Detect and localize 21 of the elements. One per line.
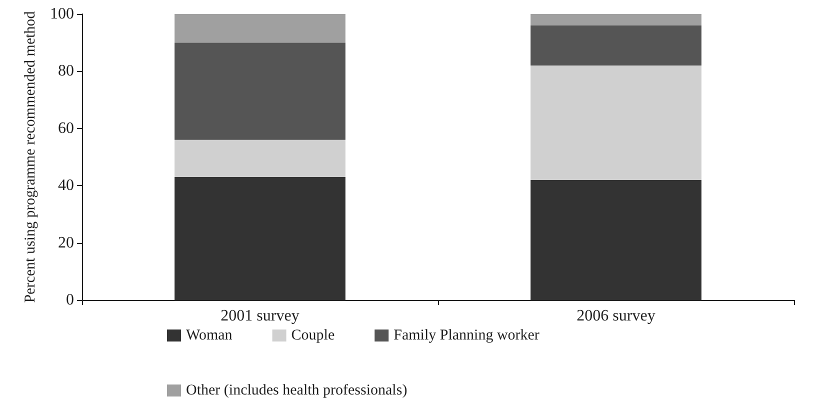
legend-label: Couple: [291, 328, 335, 344]
x-tick-label: 2001 survey: [220, 308, 300, 324]
y-tick-label: 100: [50, 6, 74, 22]
legend-label: Woman: [186, 328, 233, 344]
y-tick-label: 0: [66, 292, 74, 308]
bar: [530, 180, 702, 300]
bar: [530, 65, 702, 180]
bar: [530, 25, 702, 66]
legend-label: Other (includes health professionals): [186, 382, 408, 398]
x-tick-label: 2006 survey: [576, 308, 656, 324]
bar: [174, 140, 346, 178]
bar: [174, 42, 346, 140]
y-tick-label: 40: [58, 177, 74, 194]
bar: [530, 14, 702, 26]
y-tick-label: 20: [58, 234, 74, 252]
bar: [174, 177, 346, 300]
y-tick-label: 60: [58, 120, 74, 137]
y-tick-label: 80: [58, 62, 74, 80]
y-axis-title: Percent using programme recommended method: [22, 10, 39, 303]
legend-label: Family Planning worker: [394, 328, 540, 344]
bar: [174, 14, 346, 43]
